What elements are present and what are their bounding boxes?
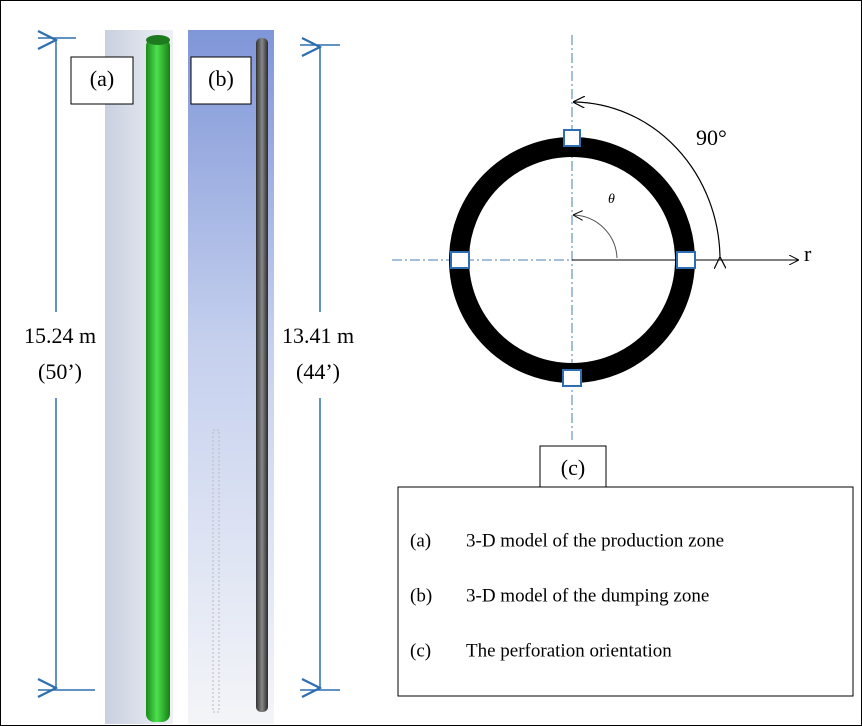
dimension-b-metric: 13.41 m: [282, 323, 354, 348]
panel-a-label: (a): [90, 66, 114, 91]
perforation: [677, 252, 695, 268]
legend-marker: (c): [410, 640, 431, 661]
perforation: [451, 252, 469, 268]
tube-end: [146, 35, 170, 45]
dumping-tube: [256, 38, 268, 712]
production-tube: [146, 38, 170, 722]
radial-label: r: [804, 241, 812, 266]
figure: 15.24 m (50’) 13.41 m (44’) (a) (b) r 90…: [0, 0, 862, 726]
dimension-b-imperial: (44’): [296, 359, 340, 384]
dimension-a-imperial: (50’): [38, 359, 82, 384]
panel-c-label: (c): [561, 455, 585, 480]
legend-marker: (b): [410, 585, 432, 606]
legend-text: 3-D model of the production zone: [466, 530, 724, 551]
legend-text: The perforation orientation: [466, 640, 672, 661]
theta-label: θ: [608, 192, 615, 207]
perforation: [564, 130, 580, 146]
angle-label: 90°: [696, 125, 727, 150]
legend-marker: (a): [410, 530, 431, 551]
perforation: [563, 370, 581, 386]
dimension-a-metric: 15.24 m: [24, 323, 96, 348]
panel-b-label: (b): [208, 66, 234, 91]
legend-text: 3-D model of the dumping zone: [466, 585, 709, 606]
